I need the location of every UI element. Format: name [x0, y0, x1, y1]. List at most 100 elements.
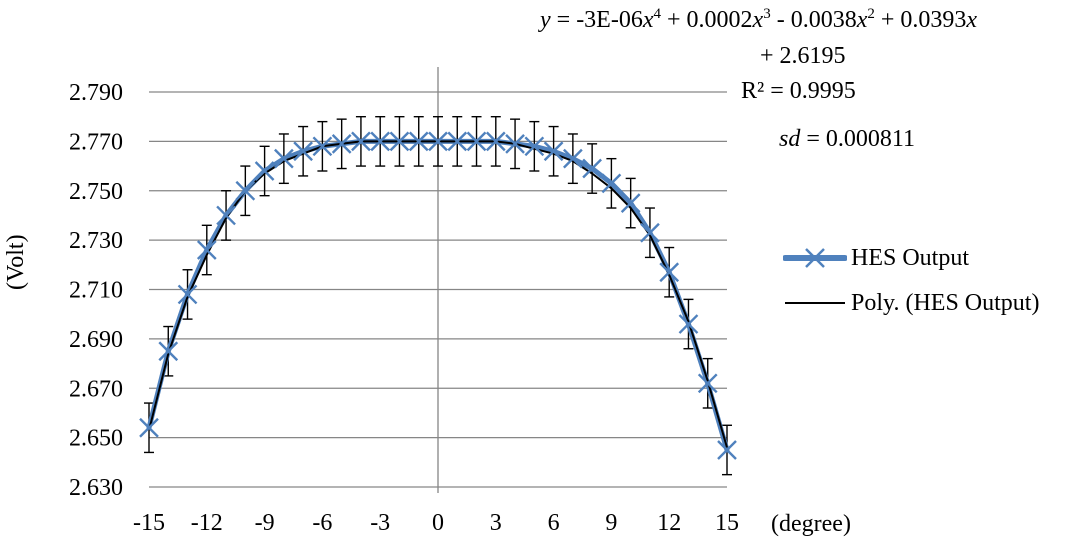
marker-stroke — [158, 341, 179, 362]
y-axis-label-text: (Volt) — [3, 234, 29, 290]
series-layer — [139, 131, 737, 460]
data-point-marker — [389, 131, 410, 152]
y-tick-label: 2.670 — [69, 376, 123, 402]
equation-x-variable: x — [966, 7, 978, 33]
data-point-marker — [447, 131, 468, 152]
x-tick-label: -15 — [133, 510, 165, 536]
data-point-marker — [158, 341, 179, 362]
marker-stroke — [601, 173, 622, 194]
data-point-marker — [428, 131, 448, 152]
marker-stroke — [408, 131, 429, 152]
x-tick-label: -9 — [255, 510, 275, 536]
marker-stroke — [351, 131, 371, 152]
data-point-marker — [485, 131, 506, 152]
data-point-marker — [293, 141, 313, 162]
y-tick-label: 2.750 — [69, 179, 123, 205]
equation-coef-3: - 0.0038 — [770, 7, 857, 33]
marker-stroke — [370, 131, 391, 152]
y-tick-label: 2.710 — [69, 278, 123, 304]
x-tick-label: 15 — [715, 510, 739, 536]
marker-stroke — [389, 131, 410, 152]
data-point-marker — [351, 131, 371, 152]
sd-value: = 0.000811 — [800, 126, 915, 152]
data-point-marker — [678, 314, 699, 334]
marker-stroke — [254, 161, 275, 181]
marker-stroke — [524, 136, 545, 157]
marker-stroke — [505, 133, 525, 154]
y-tick-label: 2.630 — [69, 475, 123, 501]
data-point-marker — [235, 180, 256, 201]
marker-stroke — [196, 240, 217, 260]
x-tick-label: -6 — [312, 510, 332, 536]
x-tick-label: 3 — [490, 510, 502, 536]
marker-stroke — [620, 193, 641, 213]
data-point-marker — [274, 148, 294, 169]
marker-stroke — [139, 417, 159, 438]
data-point-marker — [505, 133, 525, 154]
marker-stroke — [274, 148, 294, 169]
data-point-marker — [177, 284, 198, 305]
marker-stroke — [582, 158, 602, 179]
legend-label-poly-trendline: Poly. (HES Output) — [851, 290, 1040, 316]
data-point-marker — [254, 161, 275, 181]
x-tick-label: -12 — [191, 510, 223, 536]
marker-stroke — [293, 141, 313, 162]
x-tick-label: 6 — [548, 510, 560, 536]
equation-power-3: 3 — [763, 6, 771, 22]
data-point-marker — [312, 136, 333, 157]
data-point-marker — [524, 136, 545, 157]
marker-stroke — [543, 141, 564, 162]
data-point-marker — [659, 262, 680, 283]
marker-stroke — [678, 314, 699, 334]
x-tick-label: 0 — [432, 510, 444, 536]
legend-swatch-poly-trendline — [785, 302, 845, 304]
data-point-marker — [640, 222, 660, 243]
legend-swatch-hes-output — [783, 248, 847, 268]
equation-coef-2: + 0.0002 — [661, 7, 753, 33]
data-point-marker — [563, 148, 583, 169]
data-point-marker — [408, 131, 429, 152]
equation-coef-1: = -3E-06 — [550, 7, 643, 33]
marker-stroke — [235, 180, 256, 201]
data-point-marker — [601, 173, 622, 194]
tick-labels: 2.630 2.650 2.670 2.690 2.710 2.730 2.750 2.770… — [69, 80, 739, 536]
data-point-marker — [543, 141, 564, 162]
equation-x-variable: x — [752, 7, 764, 33]
trendline-equation-line2: + 2.6195 — [760, 43, 846, 69]
data-point-marker — [620, 193, 641, 213]
y-axis-label: (Volt) — [3, 234, 29, 290]
marker-stroke — [312, 136, 333, 157]
x-tick-label: -3 — [370, 510, 390, 536]
y-tick-label: 2.790 — [69, 80, 123, 106]
marker-stroke — [485, 131, 506, 152]
marker-stroke — [640, 222, 660, 243]
marker-stroke — [216, 205, 236, 226]
x-tick-label: 12 — [657, 510, 681, 536]
marker-stroke — [177, 284, 198, 305]
data-point-marker — [139, 417, 159, 438]
x-axis-label: (degree) — [771, 511, 851, 537]
legend-label-hes-output: HES Output — [851, 245, 970, 271]
marker-stroke — [331, 133, 352, 154]
x-tick-label: 9 — [605, 510, 617, 536]
standard-deviation-label: sd = 0.000811 — [779, 127, 915, 151]
data-point-marker — [582, 158, 602, 179]
equation-power-2: 2 — [867, 6, 875, 22]
data-point-marker — [370, 131, 391, 152]
data-point-marker — [216, 205, 236, 226]
data-point-marker — [697, 373, 718, 394]
data-point-marker — [466, 131, 487, 152]
marker-stroke — [717, 440, 737, 460]
trendline-equation: y = -3E-06x4 + 0.0002x3 - 0.0038x2 + 0.0… — [540, 6, 978, 33]
marker-stroke — [659, 262, 680, 283]
r-squared-label: R² = 0.9995 — [741, 78, 856, 104]
sd-variable: sd — [779, 126, 801, 152]
equation-x-variable: x — [642, 7, 654, 33]
equation-x-variable: x — [856, 7, 868, 33]
marker-stroke — [428, 131, 448, 152]
equation-coef-4: + 0.0393 — [874, 7, 967, 33]
marker-stroke — [563, 148, 583, 169]
y-tick-label: 2.730 — [69, 228, 123, 254]
y-tick-label: 2.650 — [69, 426, 123, 452]
